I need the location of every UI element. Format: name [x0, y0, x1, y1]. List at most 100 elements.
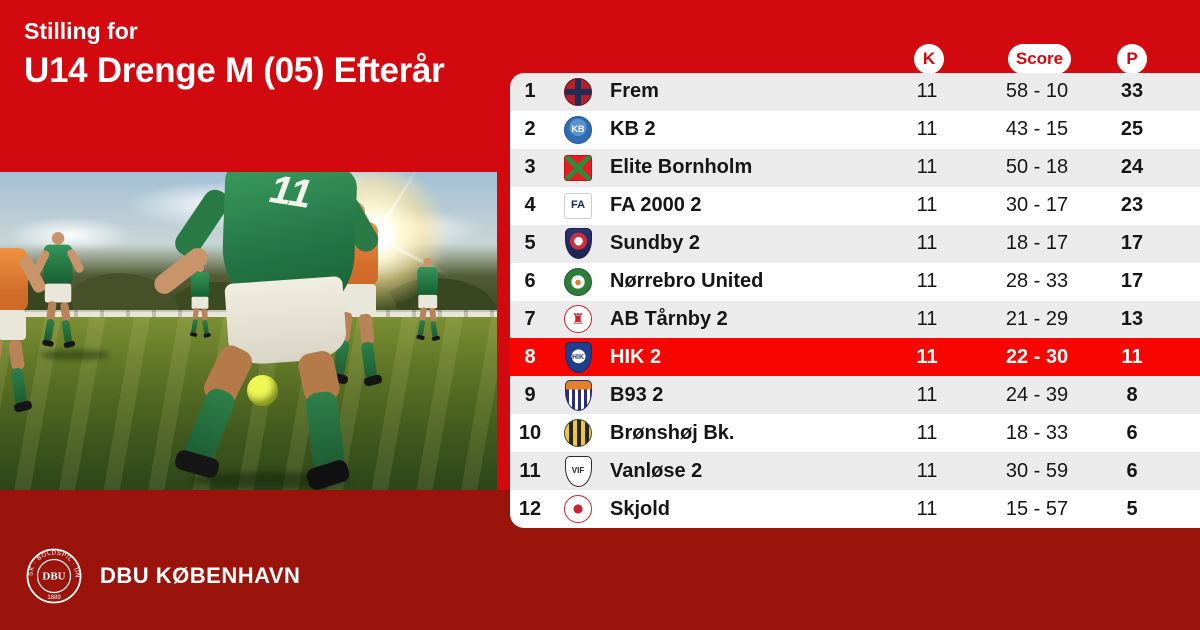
row-position: 12 — [518, 497, 542, 520]
club-logo-cell: HIK — [550, 341, 606, 373]
player-torso — [417, 267, 439, 296]
bronshoj-logo — [564, 419, 592, 448]
club-logo-label: VIF — [571, 466, 585, 476]
club-logo-label: ♜ — [571, 310, 585, 328]
club-logo-cell — [550, 154, 606, 181]
matches-cell: 11 — [916, 156, 938, 179]
points-cell: 5 — [1126, 497, 1138, 520]
jersey-number: 11 — [266, 172, 315, 218]
matches-cell: 11 — [916, 307, 938, 330]
player-boot — [189, 332, 198, 338]
hik-logo: HIK — [564, 341, 592, 373]
b93-logo — [564, 379, 592, 411]
frem-logo — [564, 77, 592, 106]
club-logo-cell — [550, 419, 606, 448]
team-name: HIK 2 — [610, 345, 662, 368]
row-position: 9 — [524, 383, 536, 406]
team-name: KB 2 — [610, 118, 656, 141]
club-logo-cell: KB — [550, 115, 606, 144]
footer: DANSK · BOLDSPIL · UNION DBU 1889 DBU KØ… — [26, 548, 300, 604]
player-leg — [59, 302, 71, 322]
club-logo-cell: FA — [550, 192, 606, 219]
standings-table: 1 Frem 11 58 - 10 33 2 KB KB 2 11 43 - 1… — [510, 73, 1200, 528]
matches-cell: 11 — [916, 345, 938, 368]
football — [247, 375, 278, 406]
player-head — [423, 258, 433, 267]
points-cell: 33 — [1120, 80, 1144, 103]
row-position: 1 — [524, 80, 536, 103]
score-cell: 30 - 59 — [1005, 459, 1069, 482]
player-boot — [304, 458, 352, 490]
table-row: 1 Frem 11 58 - 10 33 — [510, 73, 1200, 111]
row-position: 2 — [524, 118, 536, 141]
column-badge-score: Score — [1008, 44, 1071, 74]
team-name: Frem — [610, 80, 659, 103]
team-name: Sundby 2 — [610, 232, 701, 255]
matches-cell: 11 — [916, 118, 938, 141]
matches-cell: 11 — [916, 383, 938, 406]
seal-center-text: DBU — [42, 571, 65, 583]
team-name: Nørrebro United — [610, 270, 764, 293]
player-shorts — [44, 283, 72, 303]
player-leg — [46, 300, 57, 321]
matches-cell: 11 — [916, 421, 938, 444]
club-logo-cell: ♜ — [550, 305, 606, 334]
points-cell: 23 — [1120, 194, 1144, 217]
player-leg — [7, 339, 26, 371]
points-cell: 13 — [1120, 307, 1144, 330]
player-figure — [0, 228, 48, 418]
score-cell: 22 - 30 — [1005, 345, 1069, 368]
team-name: AB Tårnby 2 — [610, 307, 728, 330]
club-logo-cell — [550, 495, 606, 524]
matches-cell: 11 — [916, 80, 938, 103]
points-cell: 6 — [1126, 459, 1138, 482]
points-cell: 6 — [1126, 421, 1138, 444]
kb-logo: KB — [564, 115, 592, 144]
column-badge-matches: K — [914, 44, 944, 74]
club-logo-label: KB — [571, 124, 585, 135]
row-position: 10 — [518, 421, 542, 444]
team-name: Vanløse 2 — [610, 459, 703, 482]
points-cell: 8 — [1126, 383, 1138, 406]
player-boot — [431, 335, 441, 342]
score-cell: 58 - 10 — [1005, 80, 1069, 103]
row-position: 7 — [524, 307, 536, 330]
player-figure — [412, 258, 444, 344]
column-badge-points: P — [1117, 44, 1147, 74]
table-row: 4 FA FA 2000 2 11 30 - 17 23 — [510, 186, 1200, 225]
player-boot — [63, 340, 76, 349]
team-name: B93 2 — [610, 383, 664, 406]
table-row: 9 B93 2 11 24 - 39 8 — [510, 376, 1200, 415]
score-cell: 18 - 17 — [1005, 232, 1069, 255]
skjold-logo — [564, 495, 592, 524]
fa2000-logo: FA — [564, 192, 592, 219]
ab-taarnby-logo: ♜ — [564, 305, 592, 334]
team-name: Elite Bornholm — [610, 156, 753, 179]
points-cell: 17 — [1120, 270, 1144, 293]
player-torso — [190, 272, 210, 298]
player-boot — [416, 334, 425, 341]
sundby-logo — [564, 228, 592, 260]
team-name: Skjold — [610, 497, 671, 520]
norrebro-united-logo — [564, 267, 592, 296]
points-cell: 25 — [1120, 118, 1144, 141]
club-logo-label: HIK — [571, 353, 585, 361]
page-header: Stilling for U14 Drenge M (05) Efterår — [24, 18, 445, 91]
score-cell: 24 - 39 — [1005, 383, 1069, 406]
hero-player-figure: 11 — [150, 172, 385, 490]
seal-year: 1889 — [47, 595, 61, 601]
page-title: U14 Drenge M (05) Efterår — [24, 50, 445, 90]
table-row: 2 KB KB 2 11 43 - 15 25 — [510, 110, 1200, 149]
table-row: 11 VIF Vanløse 2 11 30 - 59 6 — [510, 452, 1200, 491]
club-logo-cell — [550, 228, 606, 260]
table-row: 12 Skjold 11 15 - 57 5 — [510, 490, 1200, 528]
score-cell: 18 - 33 — [1005, 421, 1069, 444]
player-shorts — [418, 294, 438, 309]
player-sock — [43, 318, 55, 343]
player-shorts — [191, 296, 209, 309]
table-row: 8 HIK HIK 2 11 22 - 30 11 — [510, 338, 1200, 377]
matches-cell: 11 — [916, 497, 938, 520]
table-row: 10 Brønshøj Bk. 11 18 - 33 6 — [510, 414, 1200, 453]
score-cell: 30 - 17 — [1005, 194, 1069, 217]
player-head — [51, 232, 65, 245]
